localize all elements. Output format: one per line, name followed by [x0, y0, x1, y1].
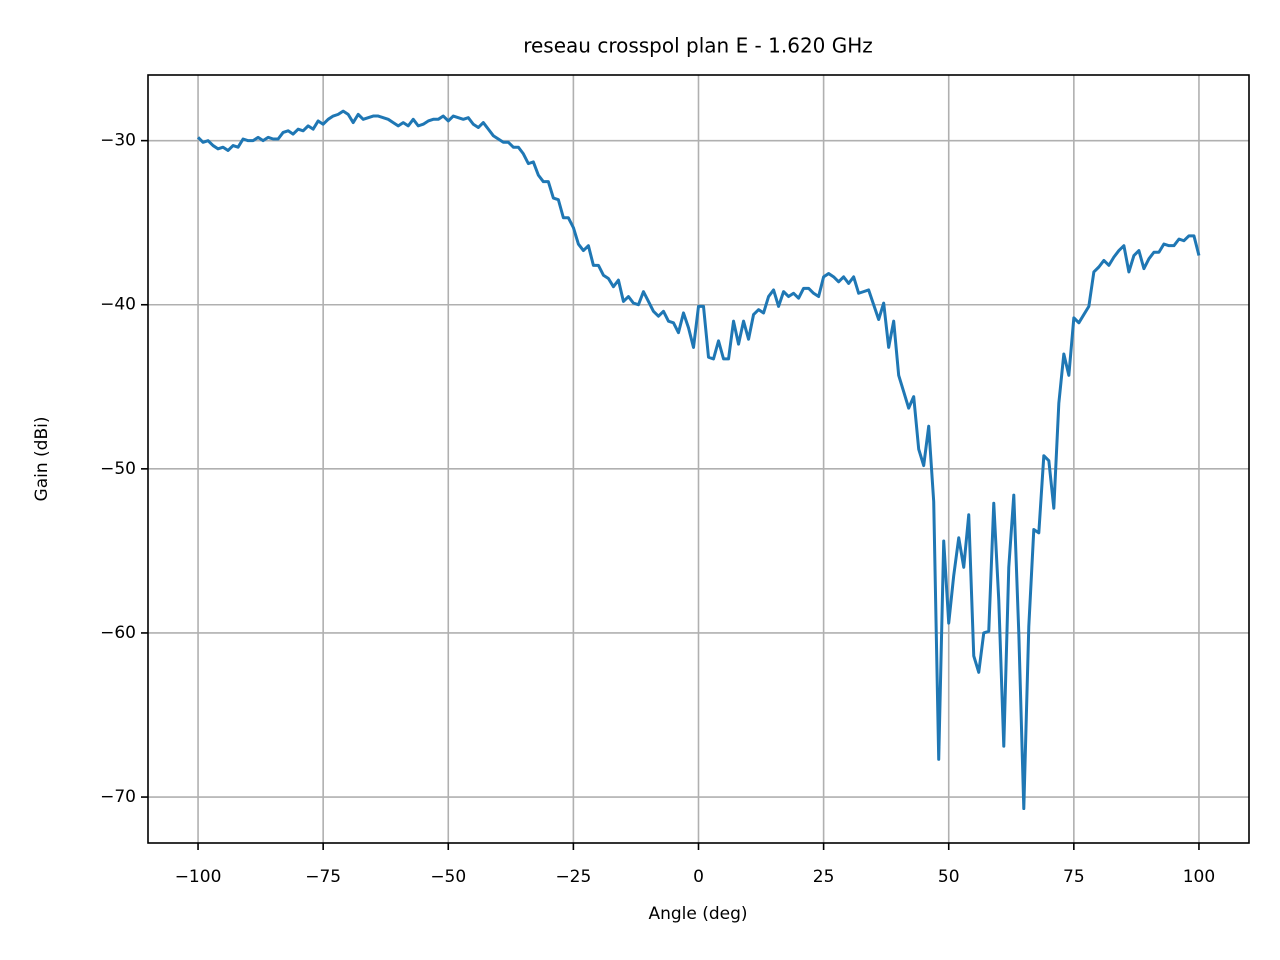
x-tick-label: 50 — [938, 867, 960, 887]
x-tick-label: −75 — [305, 867, 341, 887]
y-tick-label: −40 — [100, 295, 136, 315]
x-tick-label: 100 — [1183, 867, 1215, 887]
x-tick-label: −100 — [175, 867, 222, 887]
chart-title: reseau crosspol plan E - 1.620 GHz — [523, 34, 873, 58]
x-tick-label: −50 — [430, 867, 466, 887]
y-tick-label: −50 — [100, 459, 136, 479]
y-tick-label: −60 — [100, 623, 136, 643]
x-tick-label: 25 — [813, 867, 835, 887]
x-axis-label: Angle (deg) — [648, 904, 747, 924]
x-tick-label: 75 — [1063, 867, 1085, 887]
y-axis-label: Gain (dBi) — [32, 417, 52, 502]
plot-frame — [147, 74, 1250, 844]
x-tick-label: 0 — [693, 867, 704, 887]
y-tick-label: −70 — [100, 787, 136, 807]
y-tick-label: −30 — [100, 131, 136, 151]
data-line — [196, 109, 1201, 811]
x-tick-label: −25 — [555, 867, 591, 887]
